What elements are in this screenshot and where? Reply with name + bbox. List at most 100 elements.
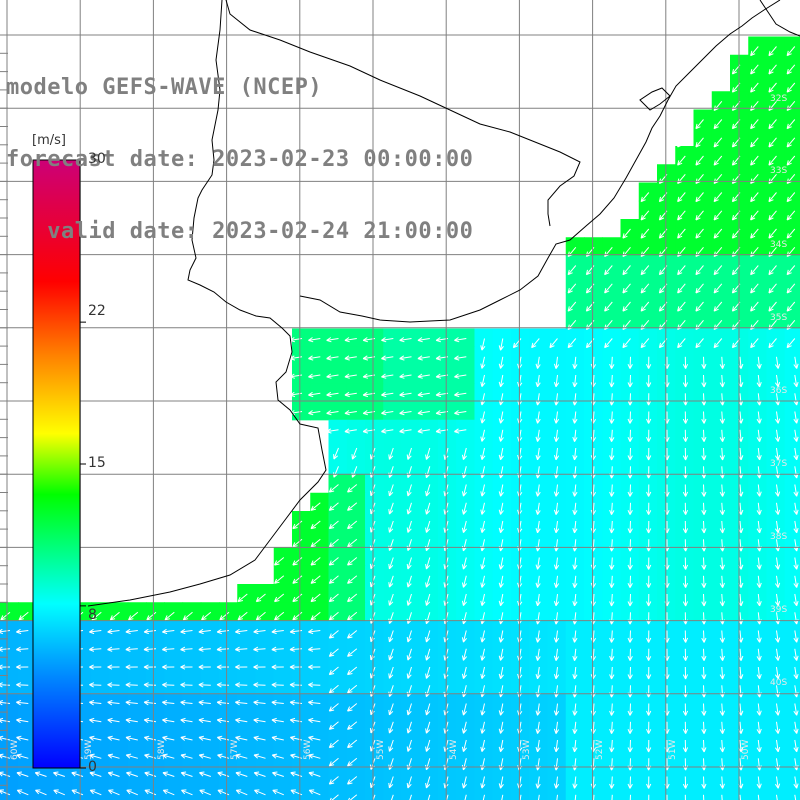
wind-speed-cell <box>383 657 403 676</box>
wind-arrow <box>719 484 725 497</box>
wind-arrow <box>646 520 652 534</box>
wind-speed-cell <box>565 383 585 403</box>
wind-speed-cell <box>365 784 384 800</box>
wind-arrow <box>143 700 157 706</box>
wind-speed-cell <box>584 255 603 275</box>
wind-speed-cell <box>620 474 640 494</box>
wind-arrow <box>126 771 138 777</box>
wind-speed-cell <box>748 109 768 129</box>
wind-speed-cell <box>766 529 786 549</box>
wind-arrow <box>326 391 339 398</box>
wind-speed-cell <box>273 638 293 658</box>
wind-speed-cell <box>584 675 603 695</box>
wind-arrow <box>498 557 504 570</box>
wind-speed-cell <box>547 456 567 476</box>
wind-arrow <box>425 666 431 679</box>
wind-speed-cell <box>109 675 129 695</box>
wind-speed-cell <box>292 383 311 403</box>
wind-speed-cell <box>346 784 366 800</box>
wind-speed-cell <box>693 638 713 658</box>
wind-arrow <box>425 502 431 515</box>
wind-speed-cell <box>565 730 585 749</box>
wind-arrow <box>757 794 760 800</box>
wind-arrow <box>627 520 633 534</box>
wind-speed-cell <box>766 748 786 768</box>
wind-arrow <box>713 228 723 239</box>
wind-arrow <box>480 429 486 442</box>
wind-speed-cell <box>529 383 549 403</box>
wind-arrow <box>719 666 725 680</box>
wind-speed-cell <box>511 456 530 476</box>
wind-speed-cell <box>584 474 603 494</box>
wind-speed-cell <box>438 693 457 713</box>
wind-arrow <box>739 794 741 800</box>
wind-speed-cell <box>602 438 622 457</box>
wind-arrow <box>480 411 486 424</box>
wind-arrow <box>682 739 689 753</box>
wind-arrow <box>480 575 486 588</box>
wind-speed-cell <box>401 730 421 749</box>
wind-speed-cell <box>292 620 311 640</box>
wind-arrow <box>719 739 725 753</box>
wind-arrow <box>793 721 799 734</box>
wind-speed-cell <box>18 657 38 676</box>
wind-speed-cell <box>200 675 220 695</box>
wind-arrow <box>143 717 157 724</box>
wind-arrow <box>253 646 266 652</box>
wind-arrow <box>682 721 689 734</box>
wind-speed-cell <box>255 675 275 695</box>
wind-arrow <box>609 429 615 442</box>
wind-speed-cell <box>784 54 800 74</box>
wind-speed-cell <box>328 401 348 421</box>
wind-arrow <box>640 192 650 203</box>
wind-speed-cell <box>693 255 713 275</box>
wind-speed-cell <box>693 401 713 421</box>
wind-arrow <box>198 735 211 741</box>
wind-arrow <box>162 735 175 741</box>
wind-speed-cell <box>620 620 640 640</box>
wind-arrow <box>399 410 412 416</box>
wind-arrow <box>646 356 652 369</box>
wind-speed-cell <box>784 766 800 786</box>
wind-speed-cell <box>438 784 457 800</box>
wind-arrow <box>750 155 759 166</box>
wind-speed-cell <box>748 456 768 476</box>
wind-speed-cell <box>784 310 800 330</box>
wind-arrow <box>125 646 138 652</box>
wind-arrow <box>701 520 707 534</box>
wind-arrow <box>611 794 613 800</box>
wind-arrow <box>609 356 615 369</box>
wind-arrow <box>16 753 29 759</box>
wind-arrow <box>701 356 707 369</box>
wind-arrow <box>719 374 725 388</box>
wind-arrow <box>198 646 211 652</box>
wind-speed-cell <box>584 492 603 512</box>
wind-arrow <box>480 484 486 497</box>
wind-speed-cell <box>766 474 786 494</box>
wind-arrow <box>572 666 578 680</box>
wind-speed-cell <box>784 620 800 640</box>
wind-speed-cell <box>584 401 603 421</box>
wind-speed-cell <box>346 401 366 421</box>
wind-arrow <box>198 717 211 724</box>
wind-speed-cell <box>748 511 768 530</box>
wind-arrow <box>347 630 358 639</box>
wind-arrow <box>388 630 394 643</box>
wind-speed-cell <box>492 492 512 512</box>
wind-speed-cell <box>401 784 421 800</box>
wind-arrow <box>695 137 704 148</box>
wind-arrow <box>272 789 284 796</box>
wind-speed-cell <box>456 456 476 476</box>
wind-arrow <box>498 776 504 789</box>
wind-speed-cell <box>365 565 384 585</box>
wind-speed-cell <box>547 711 567 731</box>
wind-speed-cell <box>474 657 494 676</box>
wind-speed-cell <box>474 638 494 658</box>
wind-arrow <box>713 283 723 294</box>
wind-arrow <box>406 593 412 606</box>
wind-speed-cell <box>419 711 439 731</box>
wind-speed-cell <box>638 219 658 238</box>
wind-arrow <box>143 682 157 688</box>
wind-speed-cell <box>620 438 640 457</box>
wind-speed-cell <box>748 219 768 238</box>
